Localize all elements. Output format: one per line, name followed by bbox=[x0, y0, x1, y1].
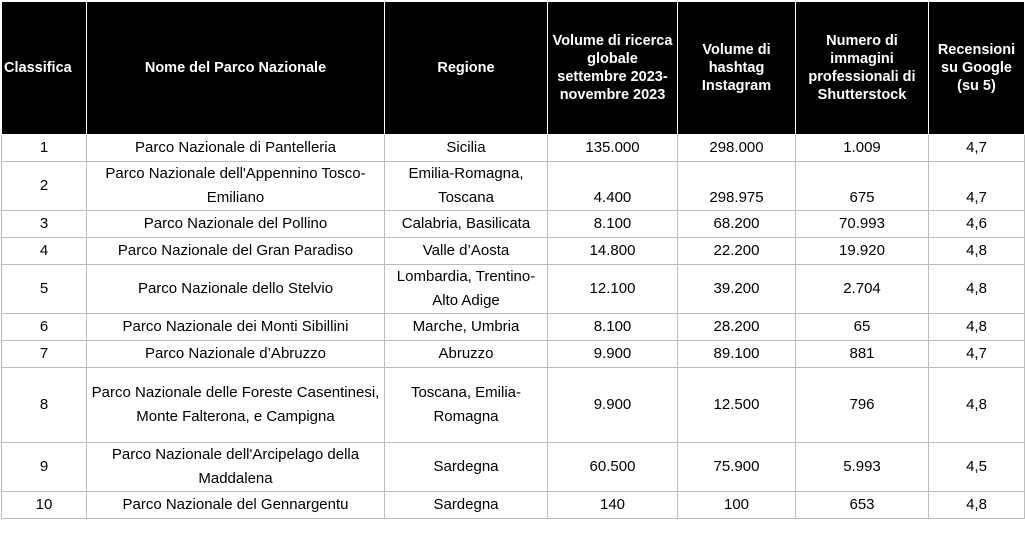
region-cell: Lombardia, Trentino-Alto Adige bbox=[384, 264, 548, 314]
hashtag-volume-cell: 100 bbox=[677, 491, 796, 519]
images-count-cell: 796 bbox=[795, 367, 929, 443]
table-row: 1 Parco Nazionale di Pantelleria Sicilia… bbox=[1, 134, 1025, 162]
search-volume-cell: 60.500 bbox=[547, 442, 678, 492]
hashtag-volume-cell: 39.200 bbox=[677, 264, 796, 314]
hashtag-volume-cell: 68.200 bbox=[677, 210, 796, 238]
hashtag-volume-cell: 298.000 bbox=[677, 134, 796, 162]
table-row: 3 Parco Nazionale del Pollino Calabria, … bbox=[1, 210, 1025, 238]
header-rank: Classifica bbox=[1, 1, 87, 135]
region-cell: Valle d’Aosta bbox=[384, 237, 548, 265]
table-row: 7 Parco Nazionale d’Abruzzo Abruzzo 9.90… bbox=[1, 340, 1025, 368]
park-name-cell: Parco Nazionale delle Foreste Casentines… bbox=[86, 367, 385, 443]
park-name-cell: Parco Nazionale del Pollino bbox=[86, 210, 385, 238]
park-name-cell: Parco Nazionale del Gennargentu bbox=[86, 491, 385, 519]
table-row: 6 Parco Nazionale dei Monti Sibillini Ma… bbox=[1, 313, 1025, 341]
rank-cell: 3 bbox=[1, 210, 87, 238]
park-name-cell: Parco Nazionale dello Stelvio bbox=[86, 264, 385, 314]
rating-cell: 4,8 bbox=[928, 491, 1025, 519]
hashtag-volume-cell: 22.200 bbox=[677, 237, 796, 265]
images-count-cell: 675 bbox=[795, 161, 929, 211]
park-name-cell: Parco Nazionale dell'Arcipelago della Ma… bbox=[86, 442, 385, 492]
park-name-cell: Parco Nazionale d’Abruzzo bbox=[86, 340, 385, 368]
region-cell: Marche, Umbria bbox=[384, 313, 548, 341]
search-volume-cell: 135.000 bbox=[547, 134, 678, 162]
search-volume-cell: 14.800 bbox=[547, 237, 678, 265]
images-count-cell: 881 bbox=[795, 340, 929, 368]
search-volume-cell: 140 bbox=[547, 491, 678, 519]
images-count-cell: 5.993 bbox=[795, 442, 929, 492]
table-row: 8 Parco Nazionale delle Foreste Casentin… bbox=[1, 367, 1025, 443]
images-count-cell: 653 bbox=[795, 491, 929, 519]
region-cell: Emilia-Romagna, Toscana bbox=[384, 161, 548, 211]
rating-cell: 4,7 bbox=[928, 134, 1025, 162]
region-cell: Calabria, Basilicata bbox=[384, 210, 548, 238]
parks-ranking-table: Classifica Nome del Parco Nazionale Regi… bbox=[1, 1, 1025, 519]
table-row: 4 Parco Nazionale del Gran Paradiso Vall… bbox=[1, 237, 1025, 265]
rating-cell: 4,8 bbox=[928, 264, 1025, 314]
region-cell: Abruzzo bbox=[384, 340, 548, 368]
rank-cell: 10 bbox=[1, 491, 87, 519]
region-cell: Sicilia bbox=[384, 134, 548, 162]
rank-cell: 1 bbox=[1, 134, 87, 162]
search-volume-cell: 8.100 bbox=[547, 210, 678, 238]
header-row: Classifica Nome del Parco Nazionale Regi… bbox=[1, 1, 1025, 135]
header-search-volume: Volume di ricerca globale settembre 2023… bbox=[547, 1, 678, 135]
rating-cell: 4,7 bbox=[928, 161, 1025, 211]
park-name-cell: Parco Nazionale dei Monti Sibillini bbox=[86, 313, 385, 341]
rank-cell: 8 bbox=[1, 367, 87, 443]
rank-cell: 2 bbox=[1, 161, 87, 211]
park-name-cell: Parco Nazionale del Gran Paradiso bbox=[86, 237, 385, 265]
rank-cell: 6 bbox=[1, 313, 87, 341]
header-region: Regione bbox=[384, 1, 548, 135]
park-name-cell: Parco Nazionale dell'Appennino Tosco-Emi… bbox=[86, 161, 385, 211]
hashtag-volume-cell: 75.900 bbox=[677, 442, 796, 492]
header-shutterstock-images: Numero di immagini professionali di Shut… bbox=[795, 1, 929, 135]
rank-cell: 5 bbox=[1, 264, 87, 314]
rating-cell: 4,5 bbox=[928, 442, 1025, 492]
search-volume-cell: 9.900 bbox=[547, 367, 678, 443]
region-cell: Sardegna bbox=[384, 491, 548, 519]
table-row: 2 Parco Nazionale dell'Appennino Tosco-E… bbox=[1, 161, 1025, 211]
search-volume-cell: 4.400 bbox=[547, 161, 678, 211]
hashtag-volume-cell: 28.200 bbox=[677, 313, 796, 341]
region-cell: Toscana, Emilia-Romagna bbox=[384, 367, 548, 443]
header-instagram-hashtag: Volume di hashtag Instagram bbox=[677, 1, 796, 135]
hashtag-volume-cell: 12.500 bbox=[677, 367, 796, 443]
header-park-name: Nome del Parco Nazionale bbox=[86, 1, 385, 135]
table-row: 9 Parco Nazionale dell'Arcipelago della … bbox=[1, 442, 1025, 492]
header-google-reviews: Recensioni su Google (su 5) bbox=[928, 1, 1025, 135]
hashtag-volume-cell: 89.100 bbox=[677, 340, 796, 368]
rank-cell: 4 bbox=[1, 237, 87, 265]
images-count-cell: 70.993 bbox=[795, 210, 929, 238]
rank-cell: 7 bbox=[1, 340, 87, 368]
search-volume-cell: 8.100 bbox=[547, 313, 678, 341]
region-cell: Sardegna bbox=[384, 442, 548, 492]
images-count-cell: 19.920 bbox=[795, 237, 929, 265]
rating-cell: 4,8 bbox=[928, 237, 1025, 265]
images-count-cell: 1.009 bbox=[795, 134, 929, 162]
images-count-cell: 2.704 bbox=[795, 264, 929, 314]
hashtag-volume-cell: 298.975 bbox=[677, 161, 796, 211]
park-name-cell: Parco Nazionale di Pantelleria bbox=[86, 134, 385, 162]
rating-cell: 4,8 bbox=[928, 313, 1025, 341]
search-volume-cell: 12.100 bbox=[547, 264, 678, 314]
rank-cell: 9 bbox=[1, 442, 87, 492]
search-volume-cell: 9.900 bbox=[547, 340, 678, 368]
images-count-cell: 65 bbox=[795, 313, 929, 341]
table-row: 10 Parco Nazionale del Gennargentu Sarde… bbox=[1, 491, 1025, 519]
table-row: 5 Parco Nazionale dello Stelvio Lombardi… bbox=[1, 264, 1025, 314]
rating-cell: 4,6 bbox=[928, 210, 1025, 238]
rating-cell: 4,8 bbox=[928, 367, 1025, 443]
rating-cell: 4,7 bbox=[928, 340, 1025, 368]
